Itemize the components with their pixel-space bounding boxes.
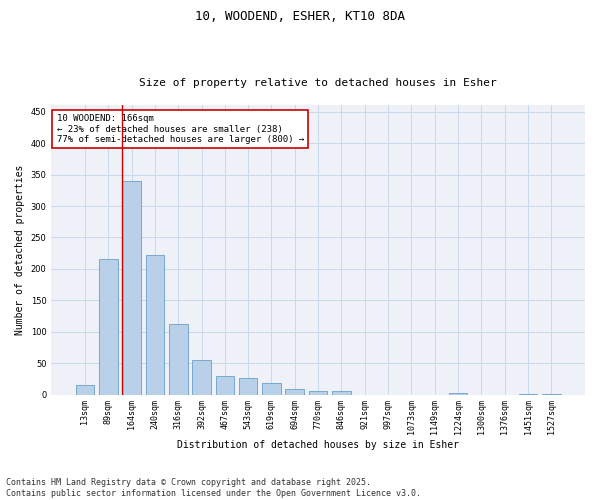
Bar bbox=[76, 384, 94, 394]
Bar bbox=[169, 324, 188, 394]
Bar bbox=[239, 378, 257, 394]
Bar bbox=[262, 382, 281, 394]
Y-axis label: Number of detached properties: Number of detached properties bbox=[15, 165, 25, 335]
Text: 10, WOODEND, ESHER, KT10 8DA: 10, WOODEND, ESHER, KT10 8DA bbox=[195, 10, 405, 23]
Text: Contains HM Land Registry data © Crown copyright and database right 2025.
Contai: Contains HM Land Registry data © Crown c… bbox=[6, 478, 421, 498]
Bar bbox=[99, 259, 118, 394]
Bar bbox=[309, 391, 328, 394]
Bar bbox=[122, 181, 141, 394]
Bar bbox=[286, 389, 304, 394]
X-axis label: Distribution of detached houses by size in Esher: Distribution of detached houses by size … bbox=[177, 440, 459, 450]
Bar bbox=[146, 255, 164, 394]
Text: 10 WOODEND: 166sqm
← 23% of detached houses are smaller (238)
77% of semi-detach: 10 WOODEND: 166sqm ← 23% of detached hou… bbox=[56, 114, 304, 144]
Bar bbox=[332, 391, 351, 394]
Bar bbox=[215, 376, 234, 394]
Title: Size of property relative to detached houses in Esher: Size of property relative to detached ho… bbox=[139, 78, 497, 88]
Bar bbox=[192, 360, 211, 394]
